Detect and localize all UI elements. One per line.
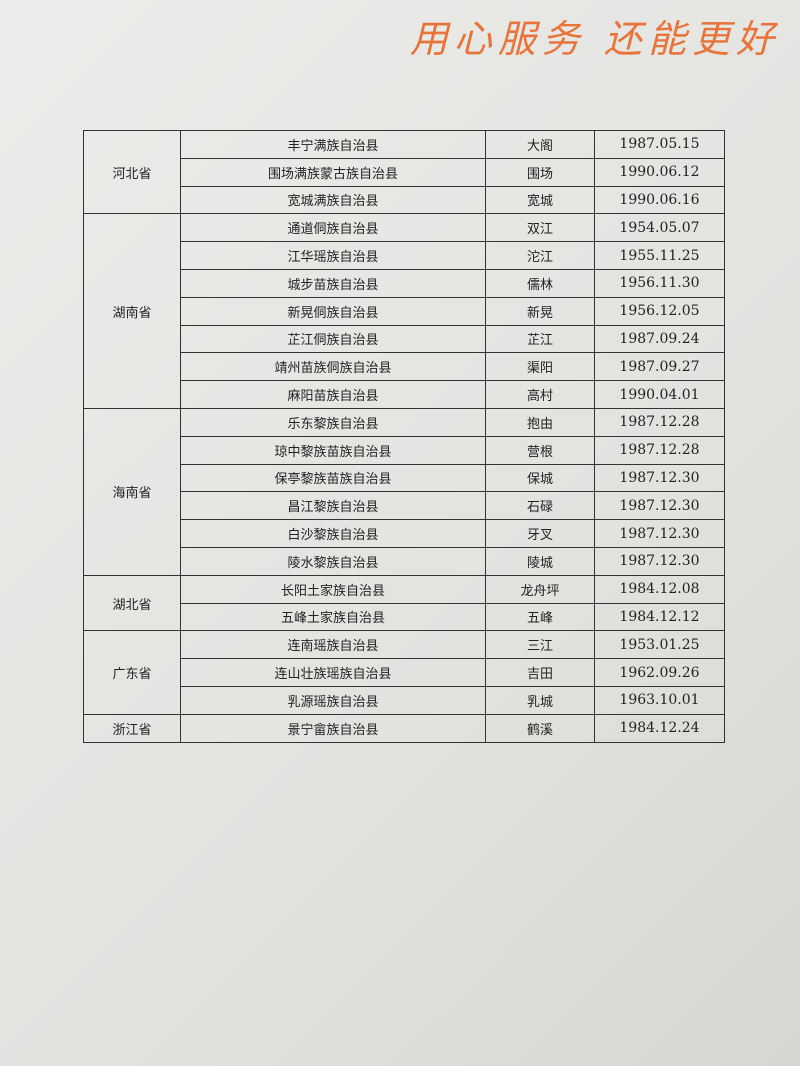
seat-cell: 牙叉 — [485, 519, 595, 548]
seat-cell: 鹤溪 — [485, 713, 595, 743]
seat-cell: 新晃 — [485, 296, 595, 326]
seat-cell: 沱江 — [485, 241, 595, 270]
province-cell: 河北省 — [83, 129, 181, 215]
table-row: 靖州苗族侗族自治县 渠阳 1987.09.27 — [84, 352, 725, 382]
date-cell: 1990.04.01 — [594, 380, 725, 409]
county-cell: 乳源瑶族自治县 — [180, 685, 486, 715]
seat-cell: 乳城 — [485, 685, 595, 715]
county-cell: 江华瑶族自治县 — [180, 241, 486, 270]
table-body: 河北省 丰宁满族自治县 大阁 1987.05.15 围场满族蒙古族自治县 围场 1990.0… — [83, 129, 725, 743]
seat-cell: 双江 — [485, 213, 595, 243]
table-row: 湖北省 长阳土家族自治县 龙舟坪 1984.12.08 — [83, 574, 725, 632]
slogan: 用心服务 还能更好 — [409, 17, 780, 61]
table-row: 保亭黎族苗族自治县 保城 1987.12.30 — [84, 463, 725, 493]
county-cell: 琼中黎族苗族自治县 — [180, 435, 486, 465]
date-cell: 1987.05.15 — [594, 130, 725, 159]
date-cell: 1955.11.25 — [594, 241, 725, 270]
date-cell: 1987.12.30 — [594, 546, 725, 576]
province-cell: 湖南省 — [83, 213, 181, 409]
date-cell: 1987.12.30 — [594, 463, 725, 493]
seat-cell: 营根 — [485, 435, 595, 465]
county-cell: 昌江黎族自治县 — [180, 491, 486, 521]
table-row: 昌江黎族自治县 石碌 1987.12.30 — [84, 491, 725, 521]
county-cell: 保亭黎族苗族自治县 — [180, 463, 486, 493]
table: 河北省 丰宁满族自治县 大阁 1987.05.15 围场满族蒙古族自治县 围场 1990.0… — [83, 129, 725, 743]
date-cell: 1987.12.28 — [594, 407, 725, 437]
seat-cell: 龙舟坪 — [485, 574, 595, 604]
seat-cell: 吉田 — [485, 658, 595, 687]
county-cell: 长阳土家族自治县 — [180, 574, 486, 604]
county-cell: 芷江侗族自治县 — [180, 324, 486, 354]
date-cell: 1987.12.28 — [594, 435, 725, 465]
table-row: 白沙黎族自治县 牙叉 1987.12.30 — [84, 519, 725, 548]
county-cell: 城步苗族自治县 — [180, 268, 486, 298]
table-row: 浙江省 景宁畲族自治县 鹤溪 1984.12.24 — [83, 713, 725, 743]
table-row: 陵水黎族自治县 陵城 1987.12.30 — [84, 546, 725, 576]
seat-cell: 渠阳 — [485, 352, 595, 382]
seat-cell: 陵城 — [485, 546, 595, 576]
table-row: 宽城满族自治县 宽城 1990.06.16 — [84, 185, 725, 215]
date-cell: 1962.09.26 — [594, 658, 725, 687]
date-cell: 1984.12.08 — [594, 574, 725, 604]
province-cell: 广东省 — [83, 630, 181, 715]
county-cell: 陵水黎族自治县 — [180, 546, 486, 576]
table-row: 广东省 连南瑶族自治县 三江 1953.01.25 — [83, 630, 725, 715]
table-row: 江华瑶族自治县 沱江 1955.11.25 — [84, 241, 725, 270]
county-cell: 景宁畲族自治县 — [180, 713, 486, 743]
date-cell: 1956.11.30 — [594, 268, 725, 298]
county-cell: 通道侗族自治县 — [180, 213, 486, 243]
province-cell: 浙江省 — [83, 713, 181, 743]
province-cell: 湖北省 — [83, 574, 181, 632]
county-cell: 宽城满族自治县 — [180, 185, 486, 215]
county-cell: 围场满族蒙古族自治县 — [180, 157, 486, 187]
table-row: 芷江侗族自治县 芷江 1987.09.24 — [84, 324, 725, 354]
table-row: 河北省 丰宁满族自治县 大阁 1987.05.15 — [83, 129, 725, 215]
date-cell: 1984.12.12 — [594, 602, 725, 632]
table-row: 城步苗族自治县 儒林 1956.11.30 — [84, 268, 725, 298]
table-row: 麻阳苗族自治县 高村 1990.04.01 — [84, 380, 725, 409]
county-cell: 连山壮族瑶族自治县 — [180, 658, 486, 687]
table-row: 海南省 乐东黎族自治县 抱由 1987.12.28 — [83, 407, 725, 576]
table-row: 连山壮族瑶族自治县 吉田 1962.09.26 — [84, 658, 725, 687]
seat-cell: 五峰 — [485, 602, 595, 632]
seat-cell: 宽城 — [485, 185, 595, 215]
seat-cell: 高村 — [485, 380, 595, 409]
county-cell: 白沙黎族自治县 — [180, 519, 486, 548]
date-cell: 1987.12.30 — [594, 491, 725, 521]
date-cell: 1954.05.07 — [594, 213, 725, 243]
seat-cell: 儒林 — [485, 268, 595, 298]
date-cell: 1956.12.05 — [594, 296, 725, 326]
table-row: 湖南省 通道侗族自治县 双江 1954.05.07 — [83, 213, 725, 409]
seat-cell: 三江 — [485, 630, 595, 660]
date-cell: 1990.06.16 — [594, 185, 725, 215]
date-cell: 1987.12.30 — [594, 519, 725, 548]
date-cell: 1990.06.12 — [594, 157, 725, 187]
county-cell: 麻阳苗族自治县 — [180, 380, 486, 409]
seat-cell: 芷江 — [485, 324, 595, 354]
county-cell: 丰宁满族自治县 — [180, 130, 486, 159]
seat-cell: 抱由 — [485, 407, 595, 437]
province-cell: 海南省 — [83, 407, 181, 576]
seat-cell: 大阁 — [485, 130, 595, 159]
date-cell: 1987.09.27 — [594, 352, 725, 382]
seat-cell: 围场 — [485, 157, 595, 187]
county-cell: 五峰土家族自治县 — [180, 602, 486, 632]
county-cell: 新晃侗族自治县 — [180, 296, 486, 326]
county-cell: 靖州苗族侗族自治县 — [180, 352, 486, 382]
date-cell: 1987.09.24 — [594, 324, 725, 354]
table-row: 新晃侗族自治县 新晃 1956.12.05 — [84, 296, 725, 326]
table-row: 乳源瑶族自治县 乳城 1963.10.01 — [84, 685, 725, 715]
county-cell: 乐东黎族自治县 — [180, 407, 486, 437]
date-cell: 1963.10.01 — [594, 685, 725, 715]
date-cell: 1953.01.25 — [594, 630, 725, 660]
table-row: 围场满族蒙古族自治县 围场 1990.06.12 — [84, 157, 725, 187]
seat-cell: 石碌 — [485, 491, 595, 521]
county-cell: 连南瑶族自治县 — [180, 630, 486, 660]
table-row: 五峰土家族自治县 五峰 1984.12.12 — [84, 602, 725, 632]
table-row: 琼中黎族苗族自治县 营根 1987.12.28 — [84, 435, 725, 465]
seat-cell: 保城 — [485, 463, 595, 493]
date-cell: 1984.12.24 — [594, 713, 725, 743]
